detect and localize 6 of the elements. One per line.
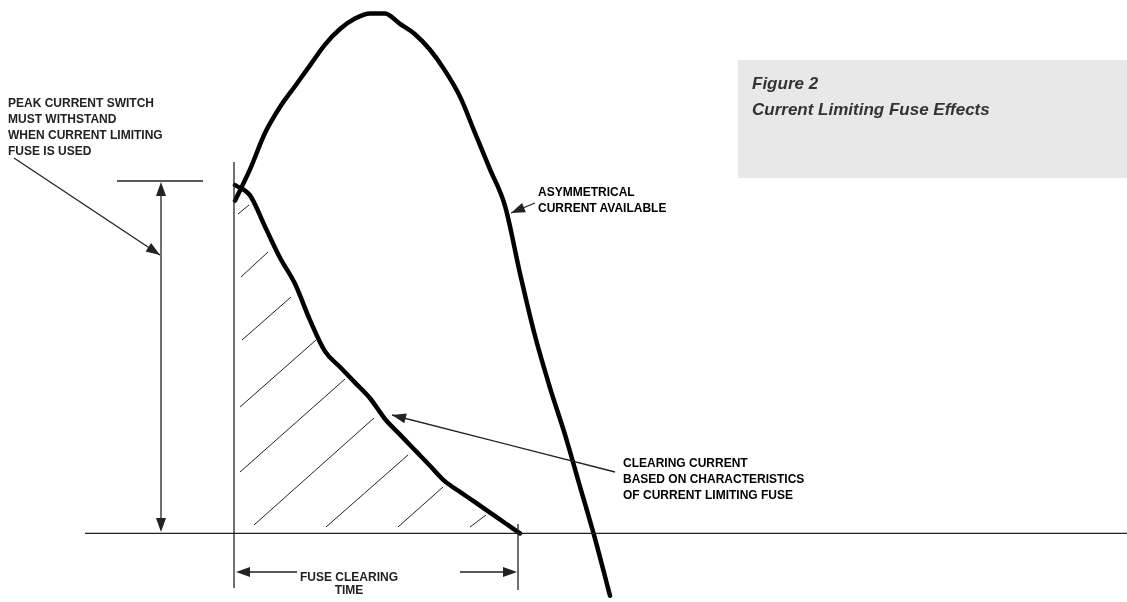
text: CLEARING CURRENT BASED ON CHARACTERISTICS OF CURRENT LIMITING FUSE xyxy=(623,455,805,503)
text: PEAK CURRENT SWITCH MUST WITHSTAND WHEN CURRENT LIMITING FUSE IS USED xyxy=(8,95,163,159)
text: Figure 2 xyxy=(752,74,819,94)
text: Current Limiting Fuse Effects xyxy=(752,100,990,120)
annotation: FUSE CLEARING TIME xyxy=(300,570,399,597)
text: ASYMMETRICAL CURRENT AVAILABLE xyxy=(538,184,667,216)
